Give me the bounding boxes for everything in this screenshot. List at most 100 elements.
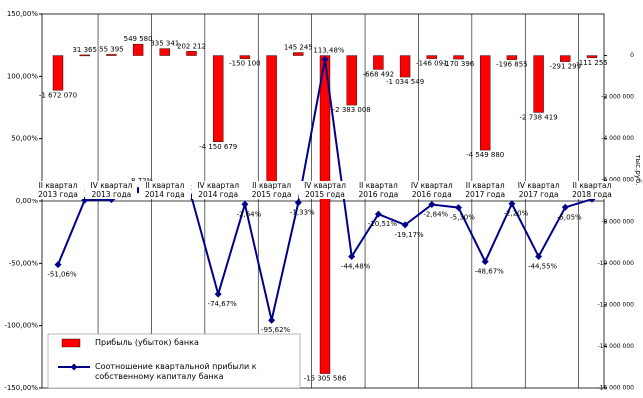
point-label: -51,06% <box>47 271 77 279</box>
point <box>535 253 543 261</box>
bar <box>560 55 571 62</box>
x-tick-label: II квартал 2018 года <box>566 181 618 199</box>
bar <box>533 55 544 113</box>
bar <box>586 55 598 59</box>
point <box>321 56 329 64</box>
y2-tick-label: -4 000 000 <box>601 135 634 142</box>
legend <box>47 333 301 389</box>
point <box>294 199 302 207</box>
bar-label: -170 396 <box>443 60 475 68</box>
y2-tick-label: -8 000 000 <box>601 218 634 225</box>
bar-label: -291 299 <box>550 63 581 71</box>
point <box>401 221 409 229</box>
x-tick-label: II квартал 2013 года <box>32 181 84 199</box>
legend-label: Соотношение квартальной прибыли к собств… <box>95 362 257 381</box>
point-label: -44,48% <box>341 262 371 270</box>
legend-marker <box>70 363 78 371</box>
bar-label: -196 855 <box>496 61 527 69</box>
bar-label: -4 549 880 <box>466 151 504 159</box>
point <box>428 201 436 209</box>
bar <box>399 55 411 78</box>
bar <box>426 55 437 59</box>
bar <box>293 52 304 56</box>
point-label: -5,05% <box>557 213 582 221</box>
bar <box>506 55 518 60</box>
bar-label: -2 383 008 <box>333 106 371 114</box>
x-tick-label: II квартал 2014 года <box>138 181 191 199</box>
point <box>561 203 569 211</box>
point-label: -1,33% <box>290 209 315 217</box>
y-tick-label: -50,00% <box>9 259 39 267</box>
bar-label: 31 365 <box>72 46 97 54</box>
y-tick-label: -150,00% <box>4 384 38 392</box>
bar <box>480 55 491 151</box>
y-tick-label: 0,00% <box>16 197 39 205</box>
point-label: -2,20% <box>504 210 529 218</box>
bar-label: -2 738 419 <box>520 113 558 121</box>
x-tick-label: IV квартал 2016 года <box>405 181 458 199</box>
bar-label: -4 150 679 <box>199 143 237 151</box>
y2-tick-label: -14 000 000 <box>597 343 634 350</box>
x-tick-label: II квартал 2015 года <box>245 181 298 199</box>
bar-label: -146 091 <box>416 60 447 68</box>
bar <box>239 55 251 59</box>
y2-axis-title: тыс.руб. <box>634 155 642 186</box>
point <box>481 258 489 266</box>
bar-label: -1 034 549 <box>386 78 424 86</box>
point <box>241 200 249 208</box>
y-tick-label: 100,00% <box>7 72 38 80</box>
legend-swatch <box>61 338 81 348</box>
bar <box>186 51 197 56</box>
bar <box>132 43 144 56</box>
bar <box>52 55 64 91</box>
point-label: 113,48% <box>313 47 344 55</box>
point-label: -19,17% <box>394 231 424 239</box>
legend-label: Прибыль (убыток) банка <box>95 338 199 347</box>
point-label: -2,84% <box>423 211 448 219</box>
bar-label: -668 492 <box>363 70 394 78</box>
y2-tick-label: -16 000 000 <box>597 385 634 392</box>
bar <box>106 54 117 56</box>
bar-label: -1 672 070 <box>39 91 77 99</box>
x-tick-label: IV квартал 2015 года <box>299 181 351 199</box>
bar <box>79 54 90 57</box>
point-label: -74,67% <box>208 300 238 308</box>
bar <box>319 55 331 374</box>
bar <box>266 55 277 183</box>
bar-label: 202 212 <box>177 42 206 50</box>
x-tick-label: II квартал 2016 года <box>352 181 405 199</box>
y2-tick-label: -6 000 000 <box>601 177 634 184</box>
bar <box>453 55 464 60</box>
point <box>374 210 382 218</box>
point-label: -95,62% <box>261 326 291 334</box>
y2-tick-label: -12 000 000 <box>597 301 634 308</box>
bar-label: -150 100 <box>229 60 260 68</box>
bar <box>159 48 171 56</box>
x-tick-label: IV квартал 2014 года <box>192 181 245 199</box>
point-label: -44,55% <box>528 263 558 271</box>
x-tick-label: II квартал 2017 года <box>459 181 512 199</box>
bar-label: -111 255 <box>576 59 607 67</box>
bar <box>373 55 384 70</box>
point <box>214 290 222 298</box>
point <box>348 252 356 260</box>
bar-label: 145 245 <box>284 44 313 52</box>
y-tick-label: -100,00% <box>4 322 38 330</box>
y-tick-label: 50,00% <box>11 135 38 143</box>
bar-label: -15 305 586 <box>304 375 347 383</box>
point-label: -2,64% <box>237 210 262 218</box>
x-tick-label: IV квартал 2013 года <box>85 181 138 199</box>
y-tick-label: 150,00% <box>7 10 38 18</box>
x-tick-label: IV квартал 2017 года <box>512 181 565 199</box>
bar-label: 55 395 <box>99 45 124 53</box>
bar-label: 335 341 <box>150 40 179 48</box>
bar <box>212 55 224 142</box>
point-label: -10,51% <box>368 220 398 228</box>
point <box>54 261 62 269</box>
y2-tick-label: -2 000 000 <box>601 94 634 101</box>
point <box>455 204 462 212</box>
point-label: -5,30% <box>450 214 475 222</box>
point <box>268 316 276 324</box>
